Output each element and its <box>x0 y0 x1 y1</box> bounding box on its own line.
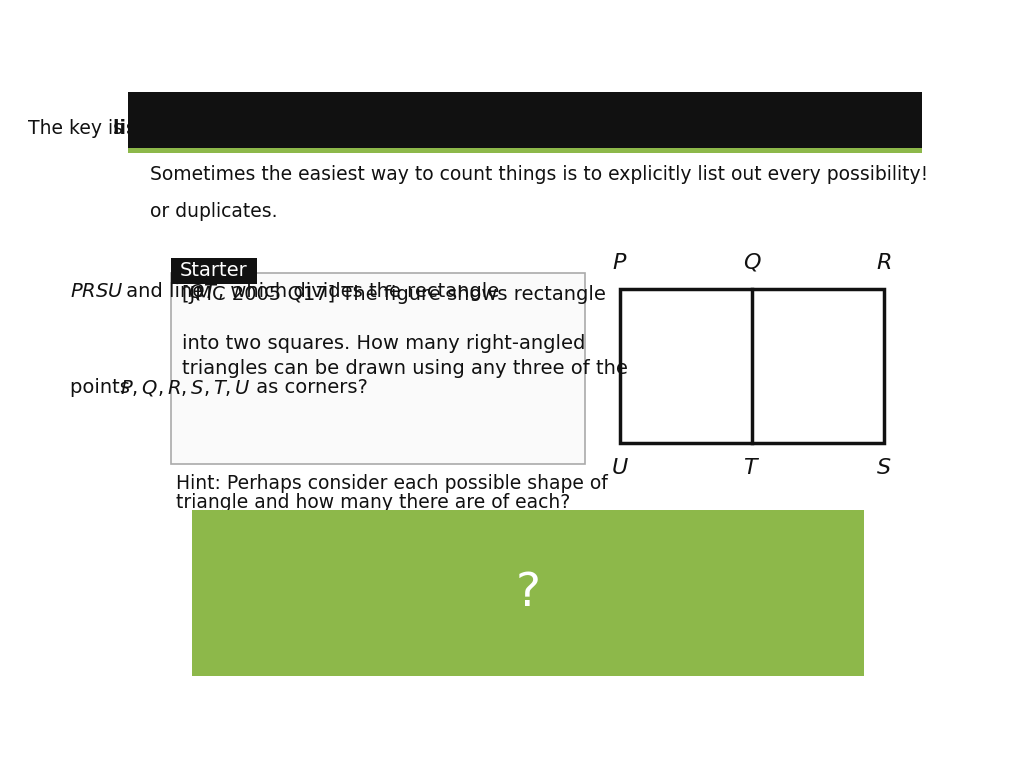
Text: $P, Q, R, S, T, U$: $P, Q, R, S, T, U$ <box>120 378 251 398</box>
Text: $PRSU$: $PRSU$ <box>70 282 124 301</box>
Text: :: Systematic Counting: :: Systematic Counting <box>154 15 641 57</box>
Text: listing the possibilities in some systematic way: listing the possibilities in some system… <box>113 119 613 138</box>
Text: , which divides the rectangle: , which divides the rectangle <box>218 282 500 301</box>
Text: Starter: Starter <box>180 261 248 280</box>
Text: $R$: $R$ <box>876 253 891 273</box>
Bar <box>171 273 586 464</box>
Text: or duplicates.: or duplicates. <box>150 202 278 221</box>
Text: and line: and line <box>120 282 211 301</box>
Text: as corners?: as corners? <box>250 378 368 397</box>
Bar <box>191 510 864 676</box>
Text: that avoids missing out cases: that avoids missing out cases <box>495 119 779 138</box>
Text: triangle and how many there are of each?: triangle and how many there are of each? <box>176 492 570 511</box>
Text: $QT$: $QT$ <box>188 282 218 302</box>
Text: Sometimes the easiest way to count things is to explicitly list out every possib: Sometimes the easiest way to count thing… <box>150 165 928 184</box>
Text: ?: ? <box>515 571 541 615</box>
Text: PART 1: PART 1 <box>23 15 183 57</box>
Text: Hint: Perhaps consider each possible shape of: Hint: Perhaps consider each possible sha… <box>176 474 608 493</box>
Text: $P$: $P$ <box>612 253 628 273</box>
Text: $U$: $U$ <box>611 458 629 478</box>
Text: $S$: $S$ <box>876 458 891 478</box>
Text: triangles can be drawn using any three of the: triangles can be drawn using any three o… <box>182 359 628 378</box>
Text: points: points <box>70 378 136 397</box>
Bar <box>171 258 257 284</box>
Text: $T$: $T$ <box>743 458 761 478</box>
Text: The key is: The key is <box>28 119 129 138</box>
Bar <box>128 92 922 147</box>
Bar <box>128 153 922 684</box>
Text: $Q$: $Q$ <box>742 251 761 273</box>
Text: [JMC 2005 Q17] The figure shows rectangle: [JMC 2005 Q17] The figure shows rectangl… <box>182 285 606 303</box>
Bar <box>621 289 884 442</box>
Text: into two squares. How many right-angled: into two squares. How many right-angled <box>182 334 586 353</box>
Bar <box>128 147 922 153</box>
